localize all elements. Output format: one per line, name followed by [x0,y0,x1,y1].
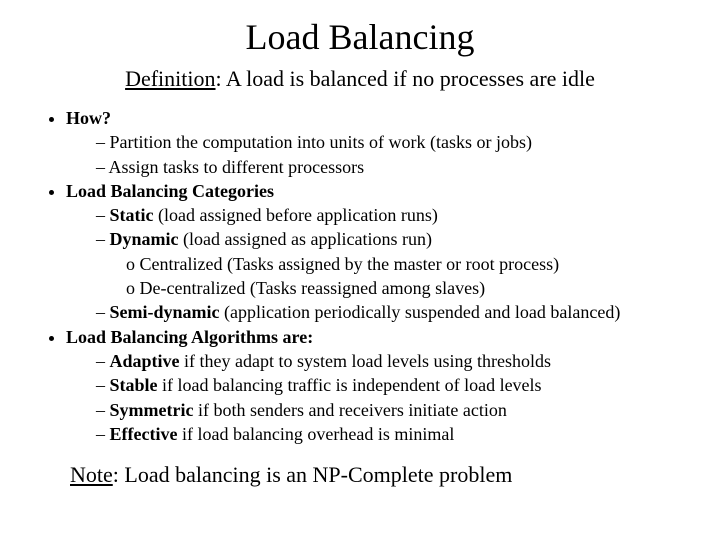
how-item-1: Partition the computation into units of … [96,130,690,154]
cat-dynamic-strong: Dynamic [110,229,179,249]
note-text: : Load balancing is an NP-Complete probl… [113,462,513,487]
cat-semidynamic: Semi-dynamic (application periodically s… [96,300,690,324]
cat-dynamic: Dynamic (load assigned as applications r… [96,227,690,300]
alg-effective-strong: Effective [110,424,178,444]
definition-label: Definition [125,66,215,91]
algorithms-sublist: Adaptive if they adapt to system load le… [66,349,690,446]
alg-adaptive-rest: if they adapt to system load levels usin… [180,351,551,371]
categories-head: Load Balancing Categories [66,181,274,201]
alg-stable: Stable if load balancing traffic is inde… [96,373,690,397]
how-sublist: Partition the computation into units of … [66,130,690,179]
alg-adaptive-strong: Adaptive [110,351,180,371]
alg-effective: Effective if load balancing overhead is … [96,422,690,446]
bullet-algorithms: Load Balancing Algorithms are: Adaptive … [66,325,690,446]
dynamic-sublist: Centralized (Tasks assigned by the maste… [96,252,690,301]
bullet-list: How? Partition the computation into unit… [36,106,690,446]
definition-text: : A load is balanced if no processes are… [216,66,595,91]
dyn-decentralized: De-centralized (Tasks reassigned among s… [126,276,690,300]
bullet-categories: Load Balancing Categories Static (load a… [66,179,690,325]
cat-static-rest: (load assigned before application runs) [154,205,438,225]
cat-semi-strong: Semi-dynamic [110,302,220,322]
alg-symmetric-rest: if both senders and receivers initiate a… [193,400,506,420]
bullet-how: How? Partition the computation into unit… [66,106,690,179]
alg-effective-rest: if load balancing overhead is minimal [177,424,454,444]
cat-static: Static (load assigned before application… [96,203,690,227]
cat-dynamic-rest: (load assigned as applications run) [179,229,432,249]
note-label: Note [70,462,113,487]
slide-container: Load Balancing Definition: A load is bal… [0,0,720,508]
bullet-how-head: How? [66,108,111,128]
alg-adaptive: Adaptive if they adapt to system load le… [96,349,690,373]
algorithms-head: Load Balancing Algorithms are: [66,327,313,347]
how-item-2: Assign tasks to different processors [96,155,690,179]
slide-title: Load Balancing [30,16,690,58]
cat-static-strong: Static [110,205,154,225]
alg-symmetric-strong: Symmetric [110,400,194,420]
note-line: Note: Load balancing is an NP-Complete p… [70,462,690,488]
alg-stable-rest: if load balancing traffic is independent… [158,375,542,395]
alg-stable-strong: Stable [110,375,158,395]
categories-sublist: Static (load assigned before application… [66,203,690,324]
definition-line: Definition: A load is balanced if no pro… [30,66,690,92]
alg-symmetric: Symmetric if both senders and receivers … [96,398,690,422]
cat-semi-rest: (application periodically suspended and … [220,302,621,322]
dyn-centralized: Centralized (Tasks assigned by the maste… [126,252,690,276]
